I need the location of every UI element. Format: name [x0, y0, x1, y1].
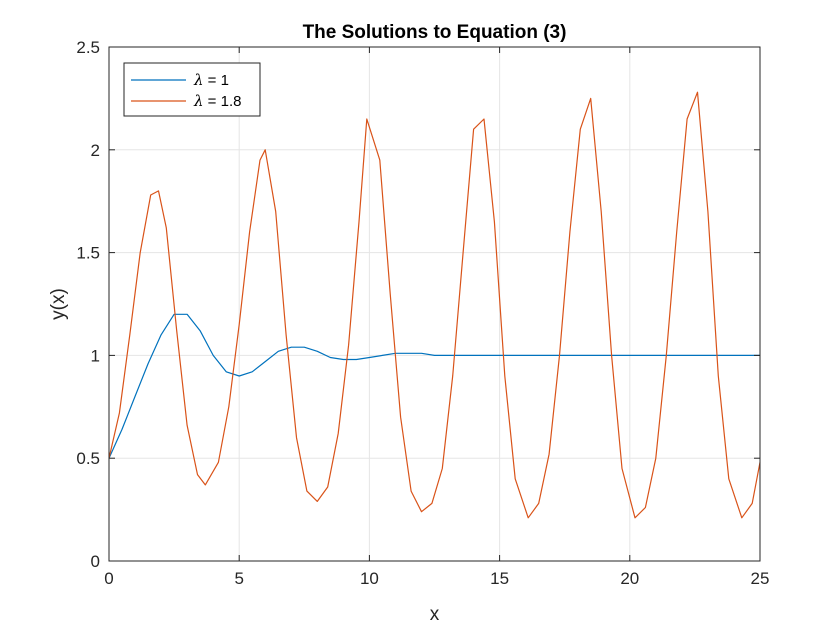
x-tick-label: 0	[104, 569, 113, 588]
lambda-symbol: λ	[193, 92, 204, 110]
series-layer	[108, 91, 761, 519]
legend-entry-1: λ = 1	[193, 71, 229, 89]
x-tick-label: 10	[360, 569, 379, 588]
x-tick-label: 20	[620, 569, 639, 588]
series-line-1	[108, 313, 760, 459]
y-tick-label: 0	[91, 552, 100, 571]
chart-title: The Solutions to Equation (3)	[303, 22, 567, 43]
y-tick-label: 2	[91, 141, 100, 160]
legend-value: = 1.8	[204, 93, 242, 110]
legend: λ = 1λ = 1.8	[123, 62, 261, 117]
axis-ticks: 0 5 10 15 20 25 0 0.5 1 1.5 2 2.5	[76, 38, 769, 588]
series-line-2	[108, 91, 761, 519]
lambda-symbol: λ	[193, 71, 204, 89]
y-tick-label: 1	[91, 346, 100, 365]
legend-value: = 1	[204, 72, 229, 89]
y-tick-label: 2.5	[76, 38, 100, 57]
x-axis-label: x	[430, 604, 440, 625]
x-tick-label: 25	[751, 569, 770, 588]
y-tick-label: 1.5	[76, 244, 100, 263]
plot-area-frame	[108, 46, 761, 562]
legend-box	[123, 62, 261, 117]
y-tick-label: 0.5	[76, 449, 100, 468]
legend-entry-2: λ = 1.8	[193, 92, 241, 110]
y-axis-label: y(x)	[48, 288, 69, 320]
x-tick-label: 5	[234, 569, 243, 588]
plot-area-background	[109, 47, 760, 561]
x-tick-label: 15	[490, 569, 509, 588]
